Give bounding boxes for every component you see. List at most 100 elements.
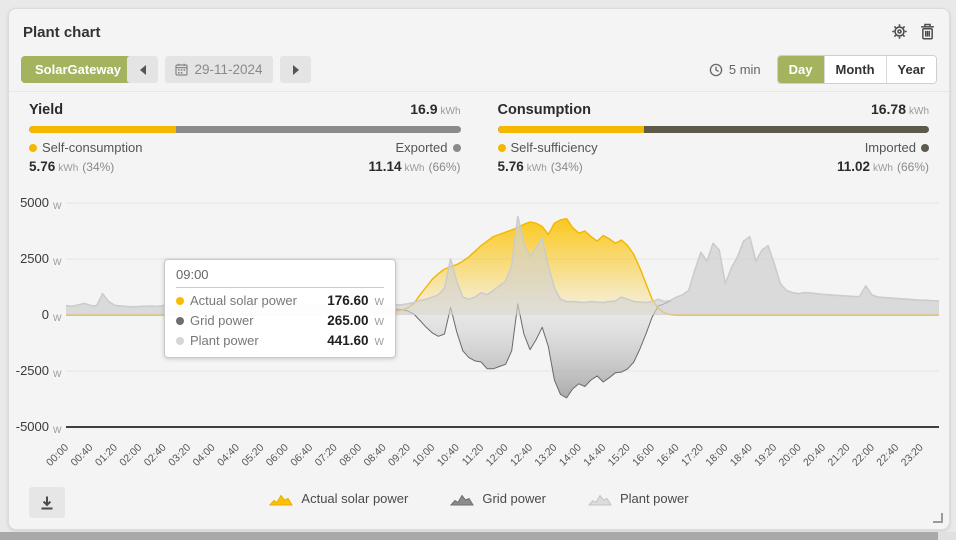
x-axis-tick-label: 13:20 (532, 442, 559, 469)
trash-icon (921, 23, 934, 40)
x-axis-tick-label: 20:40 (801, 442, 828, 469)
prev-date-button[interactable] (127, 56, 158, 83)
tooltip-row: Actual solar power 176.60 W (176, 293, 384, 308)
consumption-title: Consumption (497, 102, 591, 118)
consumption-bar-self-sufficiency (497, 126, 645, 133)
toolbar: SolarGateway 29-11-2024 (21, 55, 937, 84)
x-axis-tick-label: 08:00 (337, 442, 364, 469)
self-sufficiency-dot (497, 143, 506, 152)
yield-total: 16.9 kWh (410, 101, 461, 117)
series-area-plant-power (66, 216, 939, 315)
x-axis-tick-label: 20:00 (777, 442, 804, 469)
tooltip-series-value: 265.00 (327, 313, 369, 328)
tooltip-series-value: 176.60 (327, 293, 369, 308)
interval-label: 5 min (728, 62, 761, 77)
y-axis-tick-label: -5000 (16, 419, 49, 434)
y-axis-tick-label: 2500 (20, 251, 49, 266)
range-tab-month[interactable]: Month (823, 56, 886, 83)
x-axis-tick-label: 04:00 (191, 442, 218, 469)
y-axis-unit: W (53, 369, 62, 379)
chart-area: 5000 W 2500 W 0 W -2500 W -5000 W 00:00 00:40 01:20 0… (9, 196, 949, 481)
exported-label: Exported (395, 140, 461, 155)
tooltip-rows: Actual solar power 176.60 W Grid power 265.0… (176, 293, 384, 348)
x-axis-tick-label: 00:40 (68, 442, 95, 469)
chevron-right-icon (292, 64, 299, 75)
date-picker-button[interactable]: 29-11-2024 (165, 56, 273, 83)
x-axis-tick-label: 07:20 (313, 442, 340, 469)
x-axis-tick-label: 14:00 (557, 442, 584, 469)
interval-indicator: 5 min (709, 62, 761, 77)
download-icon (41, 496, 53, 509)
imported-dot (921, 143, 929, 152)
x-axis-tick-label: 08:40 (362, 442, 389, 469)
tooltip-series-unit: W (374, 337, 384, 348)
exported-value: 11.14 kWh (66%) (368, 159, 461, 174)
chevron-left-icon (139, 64, 146, 75)
series-area-actual-solar-power (66, 218, 939, 315)
consumption-bar (497, 126, 929, 133)
tooltip-series-label: Actual solar power (190, 293, 297, 308)
consumption-panel: Consumption 16.78 kWh Self-sufficiency Im… (497, 101, 929, 176)
legend-item-plant-power[interactable]: Plant power (587, 491, 689, 506)
x-axis-tick-label: 14:40 (581, 442, 608, 469)
tooltip-series-unit: W (374, 297, 384, 308)
x-axis-tick-label: 06:00 (264, 442, 291, 469)
self-sufficiency-label: Self-sufficiency (497, 140, 598, 155)
self-consumption-label: Self-consumption (29, 140, 142, 155)
yield-bar (29, 126, 461, 133)
x-axis-tick-label: 04:40 (215, 442, 242, 469)
page-title: Plant chart (23, 24, 101, 41)
chart-tooltip: 09:00 Actual solar power 176.60 W Grid powe… (164, 259, 396, 358)
tooltip-row: Plant power 441.60 W (176, 333, 384, 348)
x-axis-tick-label: 21:20 (825, 442, 852, 469)
x-axis-tick-label: 06:40 (288, 442, 315, 469)
horizontal-scrollbar[interactable] (0, 532, 956, 540)
x-axis-tick-label: 16:00 (630, 442, 657, 469)
range-toggle: Day Month Year (776, 55, 937, 84)
range-tab-year[interactable]: Year (885, 56, 936, 83)
y-axis-unit: W (53, 313, 62, 323)
scrollbar-thumb[interactable] (0, 532, 938, 540)
x-axis-tick-label: 23:20 (899, 442, 926, 469)
corner-resize-icon[interactable] (932, 512, 944, 524)
tooltip-series-unit: W (374, 317, 384, 328)
area-series-icon (587, 494, 612, 505)
date-label: 29-11-2024 (194, 62, 263, 77)
chart-footer: Actual solar power Grid power Plant power (21, 487, 937, 521)
device-button[interactable]: SolarGateway (21, 56, 135, 83)
clock-icon (709, 63, 723, 76)
x-axis-tick-label: 10:00 (410, 442, 437, 469)
x-axis-tick-label: 10:40 (435, 442, 462, 469)
legend-item-grid-power[interactable]: Grid power (450, 491, 546, 506)
toolbar-right: 5 min Day Month Year (709, 55, 937, 84)
tooltip-time: 09:00 (176, 267, 384, 288)
x-axis-tick-label: 01:20 (93, 442, 120, 469)
x-axis-tick-label: 22:40 (874, 442, 901, 469)
tooltip-series-label: Plant power (190, 333, 259, 348)
x-axis-tick-label: 12:40 (508, 442, 535, 469)
x-axis-tick-label: 19:20 (752, 442, 779, 469)
x-axis-tick-label: 03:20 (166, 442, 193, 469)
settings-button[interactable] (889, 21, 910, 42)
tooltip-series-label: Grid power (190, 313, 254, 328)
series-dot (176, 316, 184, 325)
self-sufficiency-value: 5.76 kWh (34%) (497, 159, 583, 174)
x-axis-tick-label: 09:20 (386, 442, 413, 469)
exported-dot (452, 143, 461, 152)
x-axis-tick-label: 05:20 (239, 442, 266, 469)
series-dot (176, 336, 184, 345)
legend-item-actual-solar-power[interactable]: Actual solar power (269, 491, 408, 506)
delete-button[interactable] (918, 21, 937, 42)
series-dot (176, 296, 184, 305)
range-tab-day[interactable]: Day (777, 56, 824, 83)
area-series-icon (269, 494, 294, 505)
yield-bar-self-consumption (29, 126, 176, 133)
legend-label: Plant power (619, 491, 689, 506)
y-axis-unit: W (53, 201, 62, 211)
tooltip-series-value: 441.60 (327, 333, 369, 348)
download-button[interactable] (29, 487, 65, 518)
x-axis-tick-label: 00:00 (44, 442, 71, 469)
toolbar-divider (9, 91, 949, 92)
next-date-button[interactable] (280, 56, 311, 83)
